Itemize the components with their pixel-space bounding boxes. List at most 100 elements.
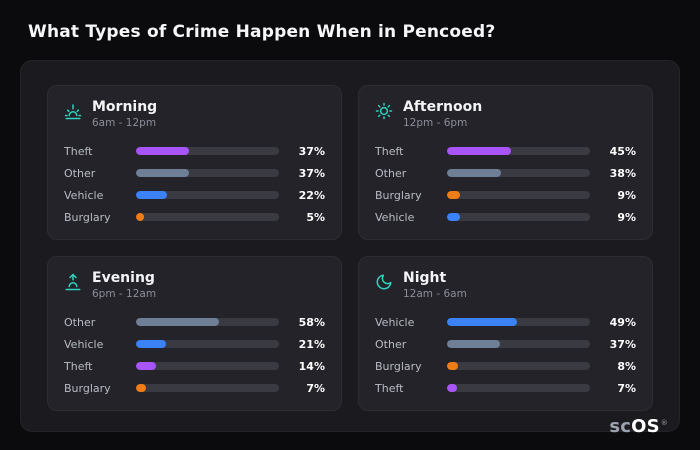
panel-title: Night bbox=[403, 270, 447, 286]
bar-track bbox=[447, 362, 590, 370]
bar-category-label: Burglary bbox=[375, 359, 422, 373]
crime-time-board: Morning 6am - 12pm Theft 37% Other 37% Vehicle… bbox=[20, 60, 680, 432]
panel-time-range: 12pm - 6pm bbox=[403, 117, 468, 129]
bar-category-label: Theft bbox=[64, 359, 93, 373]
bar-track bbox=[447, 169, 590, 177]
sunset-icon bbox=[64, 270, 82, 291]
bar-value: 14% bbox=[298, 359, 325, 373]
bar-category-label: Vehicle bbox=[64, 337, 104, 351]
bar-track bbox=[136, 147, 279, 155]
bar-row-burglary: Burglary 8% bbox=[375, 355, 636, 377]
time-panel-evening: Evening 6pm - 12am Other 58% Vehicle 21% Theft… bbox=[47, 256, 342, 411]
bar-rows: Theft 37% Other 37% Vehicle 22% Burglary 5% bbox=[64, 140, 325, 228]
panel-title: Afternoon bbox=[403, 99, 483, 115]
bar-value: 7% bbox=[617, 381, 636, 395]
bar-row-theft: Theft 14% bbox=[64, 355, 325, 377]
bar-category-label: Theft bbox=[375, 144, 404, 158]
brand-prefix: sc bbox=[609, 416, 632, 437]
panel-header: Night 12am - 6am bbox=[375, 270, 636, 300]
brand-name: OS bbox=[631, 416, 660, 437]
bar-row-theft: Theft 7% bbox=[375, 377, 636, 399]
bar-rows: Other 58% Vehicle 21% Theft 14% Burglary 7% bbox=[64, 311, 325, 399]
bar-value: 37% bbox=[298, 166, 325, 180]
bar-fill bbox=[447, 362, 459, 370]
sun-icon bbox=[375, 99, 393, 120]
bar-category-label: Burglary bbox=[64, 210, 111, 224]
bar-rows: Theft 45% Other 38% Burglary 9% Vehicle 9% bbox=[375, 140, 636, 228]
bar-row-vehicle: Vehicle 22% bbox=[64, 184, 325, 206]
bar-row-theft: Theft 45% bbox=[375, 140, 636, 162]
brand-logo: scOS® bbox=[609, 418, 668, 436]
panel-time-range: 6am - 12pm bbox=[92, 117, 157, 129]
bar-track bbox=[447, 318, 590, 326]
bar-row-burglary: Burglary 9% bbox=[375, 184, 636, 206]
bar-track bbox=[447, 213, 590, 221]
bar-category-label: Vehicle bbox=[375, 210, 415, 224]
panel-title: Evening bbox=[92, 270, 155, 286]
bar-category-label: Other bbox=[64, 166, 96, 180]
bar-category-label: Vehicle bbox=[64, 188, 104, 202]
bar-row-theft: Theft 37% bbox=[64, 140, 325, 162]
bar-fill bbox=[136, 318, 219, 326]
bar-category-label: Burglary bbox=[64, 381, 111, 395]
sunrise-icon bbox=[64, 99, 82, 120]
panel-grid: Morning 6am - 12pm Theft 37% Other 37% Vehicle… bbox=[47, 85, 653, 411]
bar-value: 38% bbox=[609, 166, 636, 180]
bar-value: 58% bbox=[298, 315, 325, 329]
bar-row-burglary: Burglary 7% bbox=[64, 377, 325, 399]
bar-fill bbox=[136, 384, 146, 392]
bar-row-other: Other 58% bbox=[64, 311, 325, 333]
bar-track bbox=[136, 191, 279, 199]
bar-value: 8% bbox=[617, 359, 636, 373]
bar-track bbox=[136, 169, 279, 177]
bar-fill bbox=[447, 318, 518, 326]
bar-fill bbox=[136, 147, 189, 155]
bar-value: 37% bbox=[609, 337, 636, 351]
bar-category-label: Burglary bbox=[375, 188, 422, 202]
bar-track bbox=[136, 362, 279, 370]
time-panel-night: Night 12am - 6am Vehicle 49% Other 37% Burglar… bbox=[358, 256, 653, 411]
bar-fill bbox=[447, 384, 457, 392]
bar-value: 45% bbox=[609, 144, 636, 158]
panel-header: Afternoon 12pm - 6pm bbox=[375, 99, 636, 129]
bar-track bbox=[447, 191, 590, 199]
bar-fill bbox=[136, 340, 167, 348]
panel-title: Morning bbox=[92, 99, 158, 115]
bar-track bbox=[136, 384, 279, 392]
time-panel-afternoon: Afternoon 12pm - 6pm Theft 45% Other 38% Burgl… bbox=[358, 85, 653, 240]
bar-value: 37% bbox=[298, 144, 325, 158]
bar-track bbox=[136, 340, 279, 348]
bar-row-other: Other 38% bbox=[375, 162, 636, 184]
bar-fill bbox=[136, 169, 189, 177]
bar-row-other: Other 37% bbox=[375, 333, 636, 355]
bar-category-label: Vehicle bbox=[375, 315, 415, 329]
time-panel-morning: Morning 6am - 12pm Theft 37% Other 37% Vehicle… bbox=[47, 85, 342, 240]
bar-value: 49% bbox=[609, 315, 636, 329]
bar-fill bbox=[447, 191, 460, 199]
bar-fill bbox=[447, 169, 502, 177]
bar-fill bbox=[136, 362, 157, 370]
bar-fill bbox=[136, 191, 168, 199]
bar-row-vehicle: Vehicle 49% bbox=[375, 311, 636, 333]
bar-row-burglary: Burglary 5% bbox=[64, 206, 325, 228]
bar-value: 9% bbox=[617, 188, 636, 202]
bar-row-other: Other 37% bbox=[64, 162, 325, 184]
registered-mark: ® bbox=[660, 419, 668, 427]
bar-fill bbox=[447, 213, 460, 221]
bar-value: 9% bbox=[617, 210, 636, 224]
bar-category-label: Other bbox=[375, 166, 407, 180]
bar-fill bbox=[136, 213, 144, 221]
bar-value: 5% bbox=[306, 210, 325, 224]
bar-rows: Vehicle 49% Other 37% Burglary 8% Theft 7% bbox=[375, 311, 636, 399]
bar-value: 22% bbox=[298, 188, 325, 202]
bar-value: 21% bbox=[298, 337, 325, 351]
bar-category-label: Theft bbox=[375, 381, 404, 395]
bar-category-label: Other bbox=[64, 315, 96, 329]
bar-track bbox=[447, 384, 590, 392]
page-title: What Types of Crime Happen When in Penco… bbox=[28, 22, 496, 42]
bar-track bbox=[136, 213, 279, 221]
bar-track bbox=[136, 318, 279, 326]
bar-fill bbox=[447, 147, 512, 155]
bar-value: 7% bbox=[306, 381, 325, 395]
